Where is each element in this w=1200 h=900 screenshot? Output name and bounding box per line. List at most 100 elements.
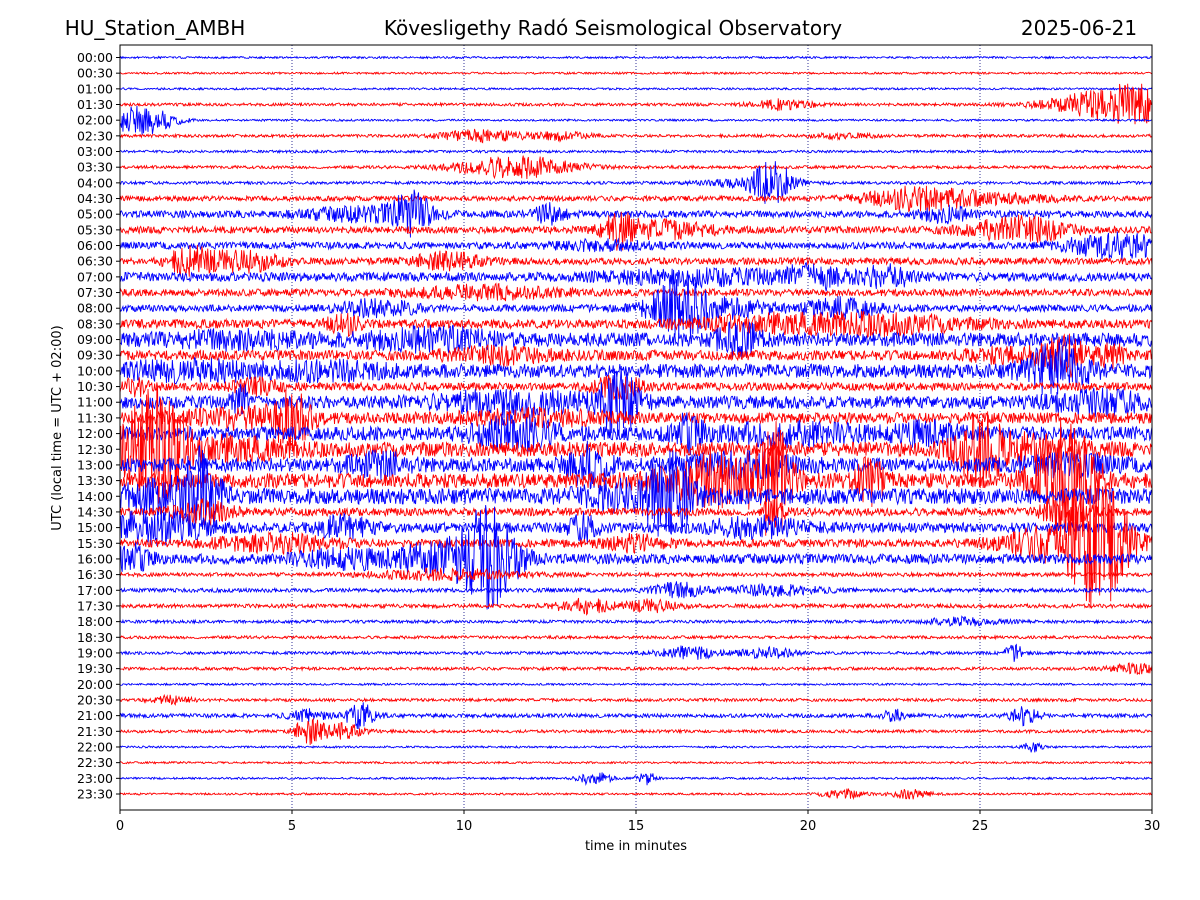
- row-label: 06:30: [77, 254, 113, 269]
- trace-line: [119, 375, 1153, 401]
- row-label: 15:00: [77, 520, 113, 535]
- y-tick-labels: 00:0000:3001:0001:3002:0002:3003:0003:30…: [77, 50, 120, 801]
- chart-title: Kövesligethy Radó Seismological Observat…: [384, 16, 842, 40]
- row-label: 23:30: [77, 786, 113, 801]
- trace-line: [119, 282, 1153, 302]
- x-axis-label: time in minutes: [585, 839, 687, 854]
- trace-line: [119, 481, 1153, 608]
- row-label: 16:00: [77, 551, 113, 566]
- row-label: 04:30: [77, 191, 113, 206]
- x-tick-label: 25: [972, 819, 989, 834]
- vertical-grid: [291, 45, 981, 810]
- trace-line: [119, 148, 1153, 155]
- trace-line: [119, 211, 1153, 251]
- trace-line: [119, 365, 1153, 437]
- row-label: 17:30: [77, 598, 113, 613]
- trace-line: [119, 581, 1153, 599]
- trace-line: [119, 418, 1153, 536]
- x-tick-label: 20: [800, 819, 817, 834]
- trace-line: [119, 231, 1153, 261]
- trace-line: [119, 742, 1153, 753]
- trace-line: [119, 597, 1153, 616]
- row-label: 12:00: [77, 426, 113, 441]
- row-label: 09:00: [77, 332, 113, 347]
- trace-line: [119, 760, 1153, 765]
- plot-frame: [119, 44, 1153, 811]
- row-label: 21:30: [77, 724, 113, 739]
- row-label: 19:00: [77, 645, 113, 660]
- trace-line: [119, 83, 1153, 125]
- trace-line: [119, 702, 1153, 730]
- station-title: HU_Station_AMBH: [65, 16, 245, 40]
- trace-line: [119, 105, 1153, 135]
- row-label: 20:00: [77, 677, 113, 692]
- trace-line: [119, 772, 1153, 786]
- row-label: 02:30: [77, 128, 113, 143]
- row-label: 23:00: [77, 771, 113, 786]
- trace-line: [119, 444, 1153, 537]
- row-label: 14:00: [77, 489, 113, 504]
- trace-line: [119, 86, 1153, 91]
- row-label: 13:30: [77, 473, 113, 488]
- row-label: 10:30: [77, 379, 113, 394]
- row-label: 11:00: [77, 395, 113, 410]
- trace-line: [119, 682, 1153, 687]
- trace-line: [119, 310, 1153, 339]
- row-label: 06:00: [77, 238, 113, 253]
- trace-line: [119, 189, 1153, 238]
- row-label: 00:00: [77, 50, 113, 65]
- row-label: 17:00: [77, 583, 113, 598]
- trace-line: [119, 505, 1153, 610]
- row-label: 07:30: [77, 285, 113, 300]
- row-label: 13:00: [77, 457, 113, 472]
- trace-line: [119, 662, 1153, 675]
- trace-line: [119, 386, 1153, 508]
- row-label: 20:30: [77, 692, 113, 707]
- trace-line: [119, 55, 1153, 60]
- row-label: 05:30: [77, 222, 113, 237]
- trace-line: [119, 788, 1153, 800]
- row-label: 11:30: [77, 410, 113, 425]
- y-axis-label: UTC (local time = UTC + 02:00): [50, 325, 65, 530]
- row-label: 14:30: [77, 504, 113, 519]
- row-label: 01:30: [77, 97, 113, 112]
- trace-line: [119, 488, 1153, 541]
- trace-line: [119, 615, 1153, 627]
- trace-line: [119, 440, 1153, 490]
- trace-line: [119, 128, 1153, 144]
- row-label: 09:30: [77, 348, 113, 363]
- row-label: 12:30: [77, 442, 113, 457]
- row-label: 01:00: [77, 81, 113, 96]
- row-label: 08:30: [77, 316, 113, 331]
- x-tick-label: 30: [1144, 819, 1161, 834]
- row-label: 10:00: [77, 363, 113, 378]
- trace-line: [119, 693, 1153, 706]
- x-tick-label: 10: [456, 819, 473, 834]
- trace-line: [119, 389, 1153, 451]
- row-label: 22:30: [77, 755, 113, 770]
- trace-line: [119, 161, 1153, 204]
- row-label: 02:00: [77, 113, 113, 128]
- trace-rows: [119, 55, 1153, 800]
- row-label: 00:30: [77, 66, 113, 81]
- trace-line: [119, 262, 1153, 292]
- row-label: 08:00: [77, 301, 113, 316]
- row-label: 18:30: [77, 630, 113, 645]
- x-axis-ticks: 0 5 10 15 20 25 30: [116, 810, 1160, 834]
- trace-line: [119, 717, 1153, 745]
- trace-line: [119, 643, 1153, 662]
- row-label: 18:00: [77, 614, 113, 629]
- trace-line: [119, 634, 1153, 641]
- trace-line: [119, 342, 1153, 395]
- date-title: 2025-06-21: [1021, 16, 1137, 40]
- x-tick-label: 5: [288, 819, 296, 834]
- row-label: 19:30: [77, 661, 113, 676]
- trace-line: [119, 71, 1153, 76]
- trace-line: [119, 155, 1153, 180]
- trace-line: [119, 244, 1153, 277]
- row-label: 21:00: [77, 708, 113, 723]
- row-label: 03:00: [77, 144, 113, 159]
- row-label: 03:30: [77, 160, 113, 175]
- trace-line: [119, 320, 1153, 359]
